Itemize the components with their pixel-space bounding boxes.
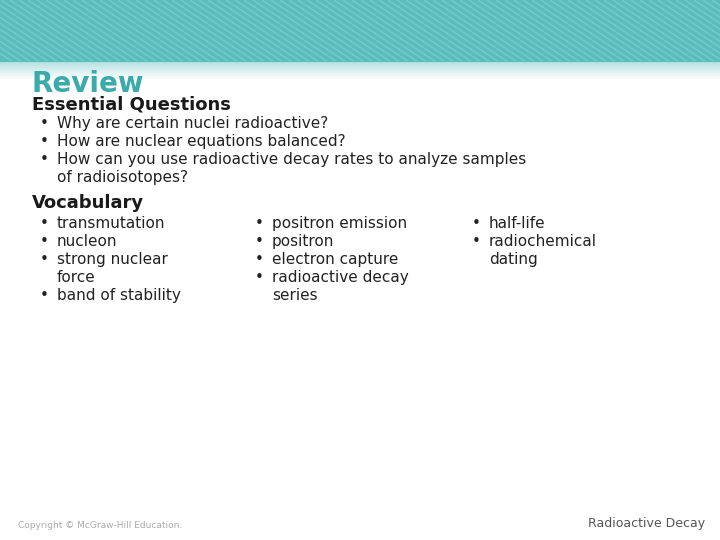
Bar [0, 65, 720, 66]
Text: •: • [255, 252, 264, 267]
Text: band of stability: band of stability [57, 288, 181, 303]
Bar [0, 76, 720, 77]
Bar [0, 73, 720, 74]
Text: radiochemical: radiochemical [489, 234, 597, 249]
Bar [0, 69, 720, 70]
Text: •: • [40, 134, 49, 149]
Text: •: • [255, 216, 264, 231]
Bar [0, 72, 720, 73]
Text: of radioisotopes?: of radioisotopes? [57, 170, 188, 185]
Bar [0, 75, 720, 76]
Text: electron capture: electron capture [272, 252, 398, 267]
Bar [0, 63, 720, 64]
Text: •: • [40, 216, 49, 231]
Bar [0, 70, 720, 71]
Text: strong nuclear: strong nuclear [57, 252, 168, 267]
Bar [0, 71, 720, 72]
Text: Why are certain nuclei radioactive?: Why are certain nuclei radioactive? [57, 116, 328, 131]
Bar [0, 0, 720, 62]
Bar [0, 67, 720, 68]
Text: •: • [40, 116, 49, 131]
Text: series: series [272, 288, 318, 303]
Text: half-life: half-life [489, 216, 546, 231]
Bar [0, 74, 720, 75]
Bar [0, 66, 720, 67]
Text: Copyright © McGraw-Hill Education.: Copyright © McGraw-Hill Education. [18, 521, 182, 530]
Text: dating: dating [489, 252, 538, 267]
Text: radioactive decay: radioactive decay [272, 270, 409, 285]
Text: •: • [40, 288, 49, 303]
Text: •: • [255, 234, 264, 249]
Text: Radioactive Decay: Radioactive Decay [588, 517, 705, 530]
Text: transmutation: transmutation [57, 216, 166, 231]
Text: •: • [255, 270, 264, 285]
Bar [0, 68, 720, 69]
Text: positron: positron [272, 234, 334, 249]
Text: How can you use radioactive decay rates to analyze samples: How can you use radioactive decay rates … [57, 152, 526, 167]
Bar [0, 78, 720, 79]
Text: Vocabulary: Vocabulary [32, 194, 144, 212]
Text: How are nuclear equations balanced?: How are nuclear equations balanced? [57, 134, 346, 149]
Text: •: • [472, 216, 481, 231]
Text: Review: Review [32, 70, 145, 98]
Text: •: • [40, 234, 49, 249]
Text: positron emission: positron emission [272, 216, 407, 231]
Text: •: • [40, 252, 49, 267]
Text: force: force [57, 270, 96, 285]
Text: •: • [472, 234, 481, 249]
Bar [0, 77, 720, 78]
Bar [0, 62, 720, 63]
Bar [0, 64, 720, 65]
Text: Essential Questions: Essential Questions [32, 96, 231, 114]
Text: •: • [40, 152, 49, 167]
Text: nucleon: nucleon [57, 234, 117, 249]
